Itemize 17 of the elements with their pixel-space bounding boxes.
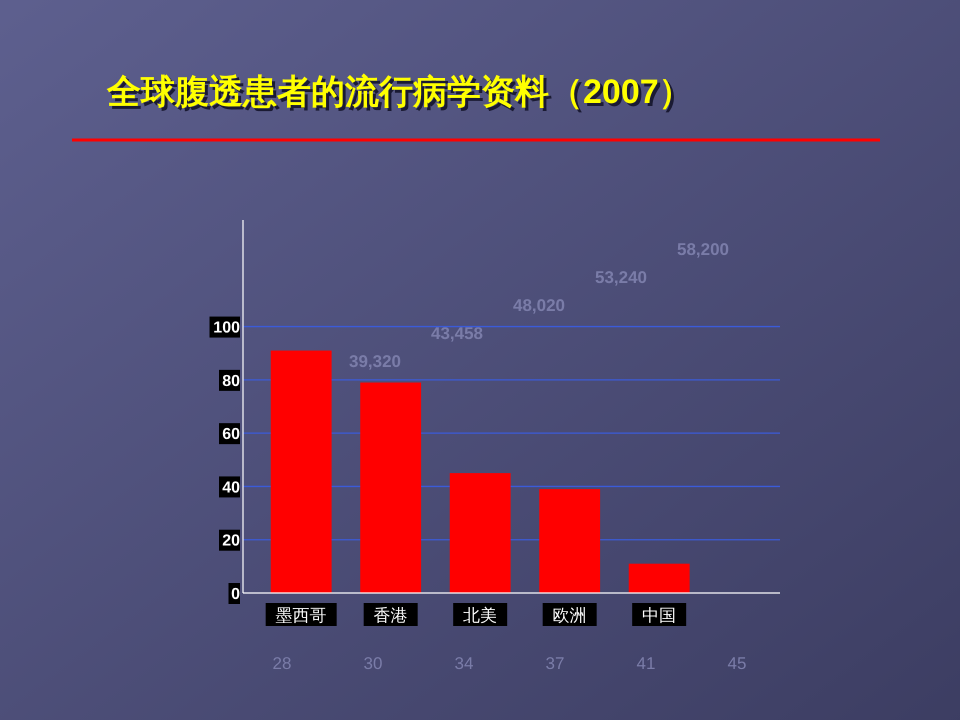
text: 30 <box>364 654 382 673</box>
text: 45 <box>728 654 746 673</box>
text: 41 <box>636 654 656 673</box>
y-tick-label: 80 <box>222 372 240 390</box>
x-tick-label: 中国 <box>642 606 676 625</box>
text: 37 <box>546 654 564 673</box>
y-tick-label: 60 <box>222 426 240 444</box>
y-tick-label: 100 <box>213 320 240 337</box>
y-tick-label: 40 <box>222 479 240 496</box>
title: 全球腹透患者的流行病学资料（2007） <box>107 73 693 111</box>
y-tick-label: 0 <box>231 586 240 603</box>
x-tick-label: 欧洲 <box>552 606 587 625</box>
x-tick-label: 北美 <box>463 606 498 625</box>
text: 34 <box>454 654 474 673</box>
x-tick-label: 墨西哥 <box>276 606 327 625</box>
x-tick-label: 香港 <box>374 606 408 625</box>
y-tick-label: 20 <box>222 532 240 550</box>
